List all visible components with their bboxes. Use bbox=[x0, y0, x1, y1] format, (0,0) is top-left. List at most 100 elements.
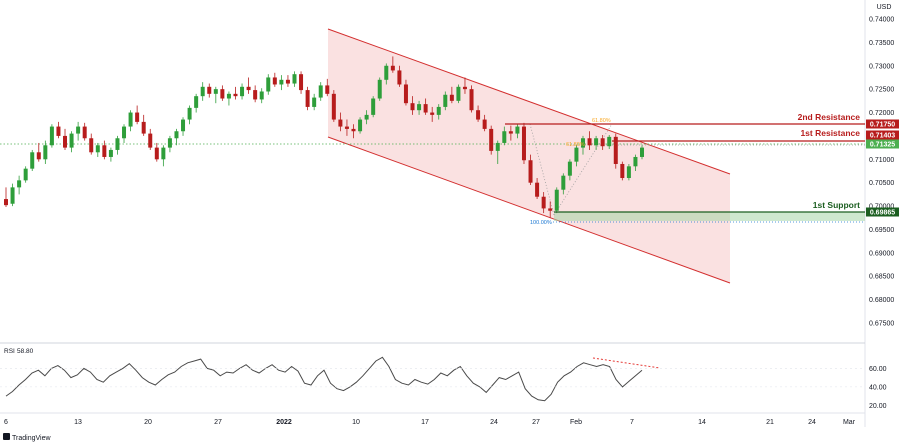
rsi-tick-label: 20.00 bbox=[869, 403, 887, 410]
price-tick-label: 0.72000 bbox=[869, 110, 894, 117]
candle-body bbox=[613, 136, 618, 164]
candle-body bbox=[272, 77, 277, 85]
candle-body bbox=[423, 104, 428, 113]
price-tick-label: 0.72500 bbox=[869, 87, 894, 94]
price-tick-label: 0.69000 bbox=[869, 250, 894, 257]
candle-body bbox=[122, 126, 127, 139]
candle-body bbox=[430, 112, 435, 115]
candle-body bbox=[508, 131, 513, 134]
tradingview-logo[interactable]: TradingView bbox=[3, 433, 51, 442]
candle-body bbox=[82, 126, 87, 139]
candle-body bbox=[253, 90, 258, 100]
time-tick-label: Mar bbox=[843, 419, 856, 426]
currency-label: USD bbox=[877, 4, 892, 11]
candle-body bbox=[10, 187, 15, 204]
candle-body bbox=[207, 86, 212, 94]
svg-text:0.71750: 0.71750 bbox=[870, 122, 895, 129]
time-tick-label: 10 bbox=[352, 419, 360, 426]
candle-body bbox=[561, 175, 566, 190]
candle-body bbox=[69, 133, 74, 148]
candle-body bbox=[521, 126, 526, 161]
candle-body bbox=[181, 119, 186, 132]
first-support-label: 1st Support bbox=[813, 200, 860, 210]
price-tick-label: 0.70000 bbox=[869, 204, 894, 211]
channel-lower-line[interactable] bbox=[327, 136, 731, 284]
candle-body bbox=[495, 142, 500, 151]
candle-body bbox=[312, 97, 317, 107]
candle-body bbox=[115, 138, 120, 150]
candles-group bbox=[4, 56, 644, 218]
tradingview-logo-icon bbox=[3, 433, 10, 440]
time-tick-label: 24 bbox=[490, 419, 498, 426]
svg-text:0.71325: 0.71325 bbox=[870, 142, 895, 149]
candle-body bbox=[626, 166, 631, 179]
candle-body bbox=[574, 147, 579, 162]
candle-body bbox=[49, 126, 54, 146]
price-axis[interactable]: 0.740000.735000.730000.725000.720000.715… bbox=[869, 17, 894, 328]
candle-body bbox=[285, 79, 290, 84]
candle-body bbox=[331, 93, 336, 120]
candle-body bbox=[266, 77, 271, 92]
time-tick-label: 13 bbox=[74, 419, 82, 426]
badge-current-price: 0.71325 bbox=[866, 139, 899, 149]
candle-body bbox=[220, 89, 225, 99]
candle-body bbox=[240, 86, 245, 97]
price-tick-label: 0.74000 bbox=[869, 17, 894, 24]
candle-body bbox=[154, 147, 159, 160]
candle-body bbox=[390, 65, 395, 71]
fib-connector-a bbox=[529, 123, 555, 216]
price-tick-label: 0.67500 bbox=[869, 321, 894, 328]
candle-body bbox=[187, 107, 192, 120]
rsi-axis[interactable]: 60.00 40.00 20.00 bbox=[0, 366, 887, 410]
candle-body bbox=[305, 90, 310, 107]
price-tick-label: 0.69500 bbox=[869, 227, 894, 234]
candle-body bbox=[587, 138, 592, 146]
price-tick-label: 0.71000 bbox=[869, 157, 894, 164]
rsi-line[interactable] bbox=[5, 356, 643, 402]
candle-body bbox=[259, 91, 264, 100]
candle-body bbox=[515, 126, 520, 134]
support-zone[interactable] bbox=[554, 212, 865, 221]
candle-body bbox=[410, 103, 415, 111]
candle-body bbox=[600, 138, 605, 147]
badge-first-resistance: 0.71403 bbox=[866, 130, 899, 140]
time-tick-label: 21 bbox=[766, 419, 774, 426]
candle-body bbox=[167, 138, 172, 148]
candle-body bbox=[292, 74, 297, 84]
candle-body bbox=[200, 86, 205, 97]
candle-body bbox=[528, 160, 533, 183]
candle-body bbox=[436, 106, 441, 115]
candle-body bbox=[246, 86, 251, 91]
candle-body bbox=[43, 145, 48, 160]
rsi-value-label: 58.80 bbox=[17, 348, 34, 355]
candle-body bbox=[449, 94, 454, 101]
candle-body bbox=[351, 128, 356, 132]
candle-body bbox=[213, 89, 218, 94]
candle-body bbox=[4, 199, 8, 206]
time-tick-label: 27 bbox=[214, 419, 222, 426]
candle-body bbox=[541, 196, 546, 209]
candle-body bbox=[417, 104, 422, 111]
candle-body bbox=[397, 70, 402, 85]
candle-body bbox=[580, 138, 585, 148]
price-tick-label: 0.68000 bbox=[869, 297, 894, 304]
badge-first-support: 0.69865 bbox=[866, 207, 899, 217]
candle-body bbox=[174, 131, 179, 139]
candle-body bbox=[535, 182, 540, 197]
candle-body bbox=[469, 89, 474, 111]
candle-body bbox=[384, 65, 389, 80]
candle-body bbox=[640, 147, 644, 157]
rsi-divergence-line[interactable] bbox=[592, 357, 661, 369]
candle-body bbox=[607, 136, 612, 147]
candle-body bbox=[502, 131, 507, 143]
candle-body bbox=[56, 126, 61, 136]
time-tick-label: 20 bbox=[144, 419, 152, 426]
candle-body bbox=[148, 133, 153, 148]
second-resistance-label: 2nd Resistance bbox=[798, 112, 861, 122]
channel-upper-line[interactable] bbox=[327, 28, 731, 175]
time-axis[interactable]: 6 13 20 27 2022 10 17 24 27 Feb 7 14 21 24 Mar bbox=[4, 419, 856, 426]
candle-body bbox=[633, 156, 638, 167]
candle-body bbox=[364, 114, 369, 120]
tradingview-logo-text: TradingView bbox=[12, 435, 51, 442]
